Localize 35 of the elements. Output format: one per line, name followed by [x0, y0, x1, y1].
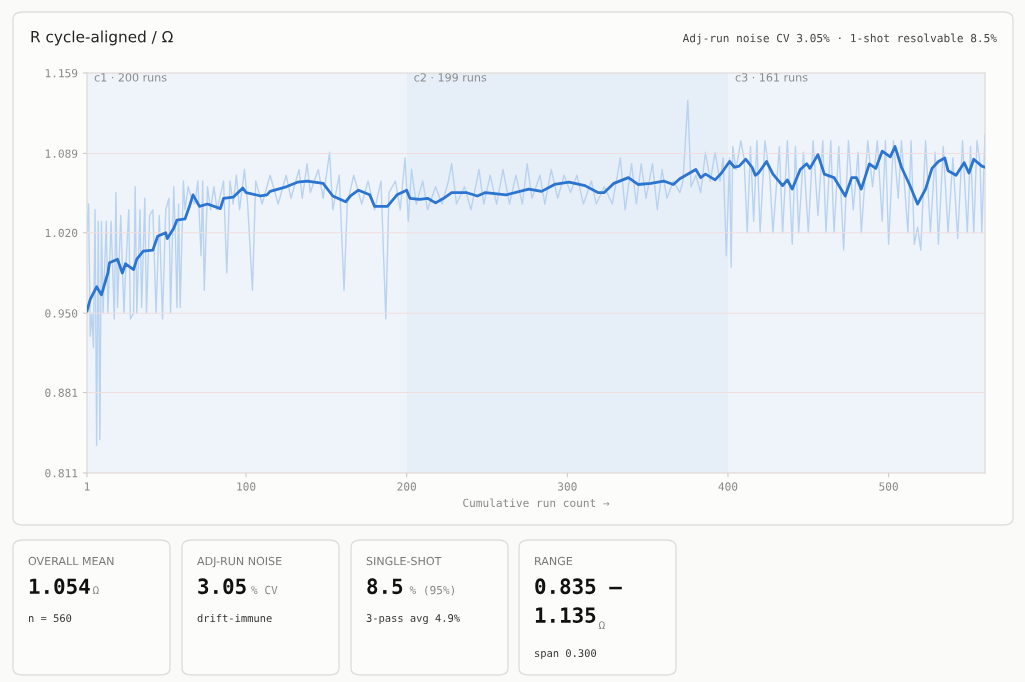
x-tick-label: 200: [397, 482, 416, 491]
text: % CV: [251, 585, 278, 595]
text: Ω: [92, 586, 99, 595]
text: drift-immune: [197, 613, 272, 623]
text: RANGE: [535, 556, 573, 566]
text: 8.5: [367, 578, 403, 595]
text: n = 560: [28, 614, 72, 623]
y-tick-label: 1.089: [45, 149, 78, 158]
x-tick-label: 500: [879, 482, 898, 491]
band-label: c3 · 161 runs: [735, 73, 808, 82]
text: % (95%): [409, 585, 455, 596]
y-tick-label: 1.020: [45, 228, 78, 238]
y-tick-label: 0.950: [45, 309, 78, 318]
x-tick-label: 100: [237, 482, 256, 491]
line-series: [87, 145, 985, 313]
text: Ω: [598, 621, 605, 630]
text: SINGLE-SHOT: [366, 556, 442, 566]
x-tick-label: 1: [84, 482, 90, 491]
y-tick-label: 1.159: [45, 69, 78, 78]
text: 3-pass avg 4.9%: [366, 614, 460, 625]
text: ADJ-RUN NOISE: [197, 556, 282, 568]
chart-title: R cycle-aligned / Ω: [31, 30, 173, 46]
band-label: c1 · 200 runs: [94, 73, 167, 82]
text: OVERALL MEAN: [28, 556, 114, 566]
x-tick-label: 400: [718, 482, 738, 491]
text: 3.05: [198, 578, 246, 595]
y-tick-label: 0.881: [45, 388, 78, 397]
band-label: c2 · 199 runs: [414, 73, 487, 82]
line-series: [87, 99, 985, 447]
y-tick-label: 0.811: [45, 469, 78, 478]
chart-subtitle: Adj-run noise CV 3.05% · 1-shot resolvable 8.5%: [682, 33, 997, 45]
x-tick-label: 300: [558, 482, 577, 491]
x-axis-title: Cumulative run count →: [463, 498, 610, 508]
text: 1.054: [29, 578, 90, 595]
text: span 0.300: [535, 649, 597, 660]
